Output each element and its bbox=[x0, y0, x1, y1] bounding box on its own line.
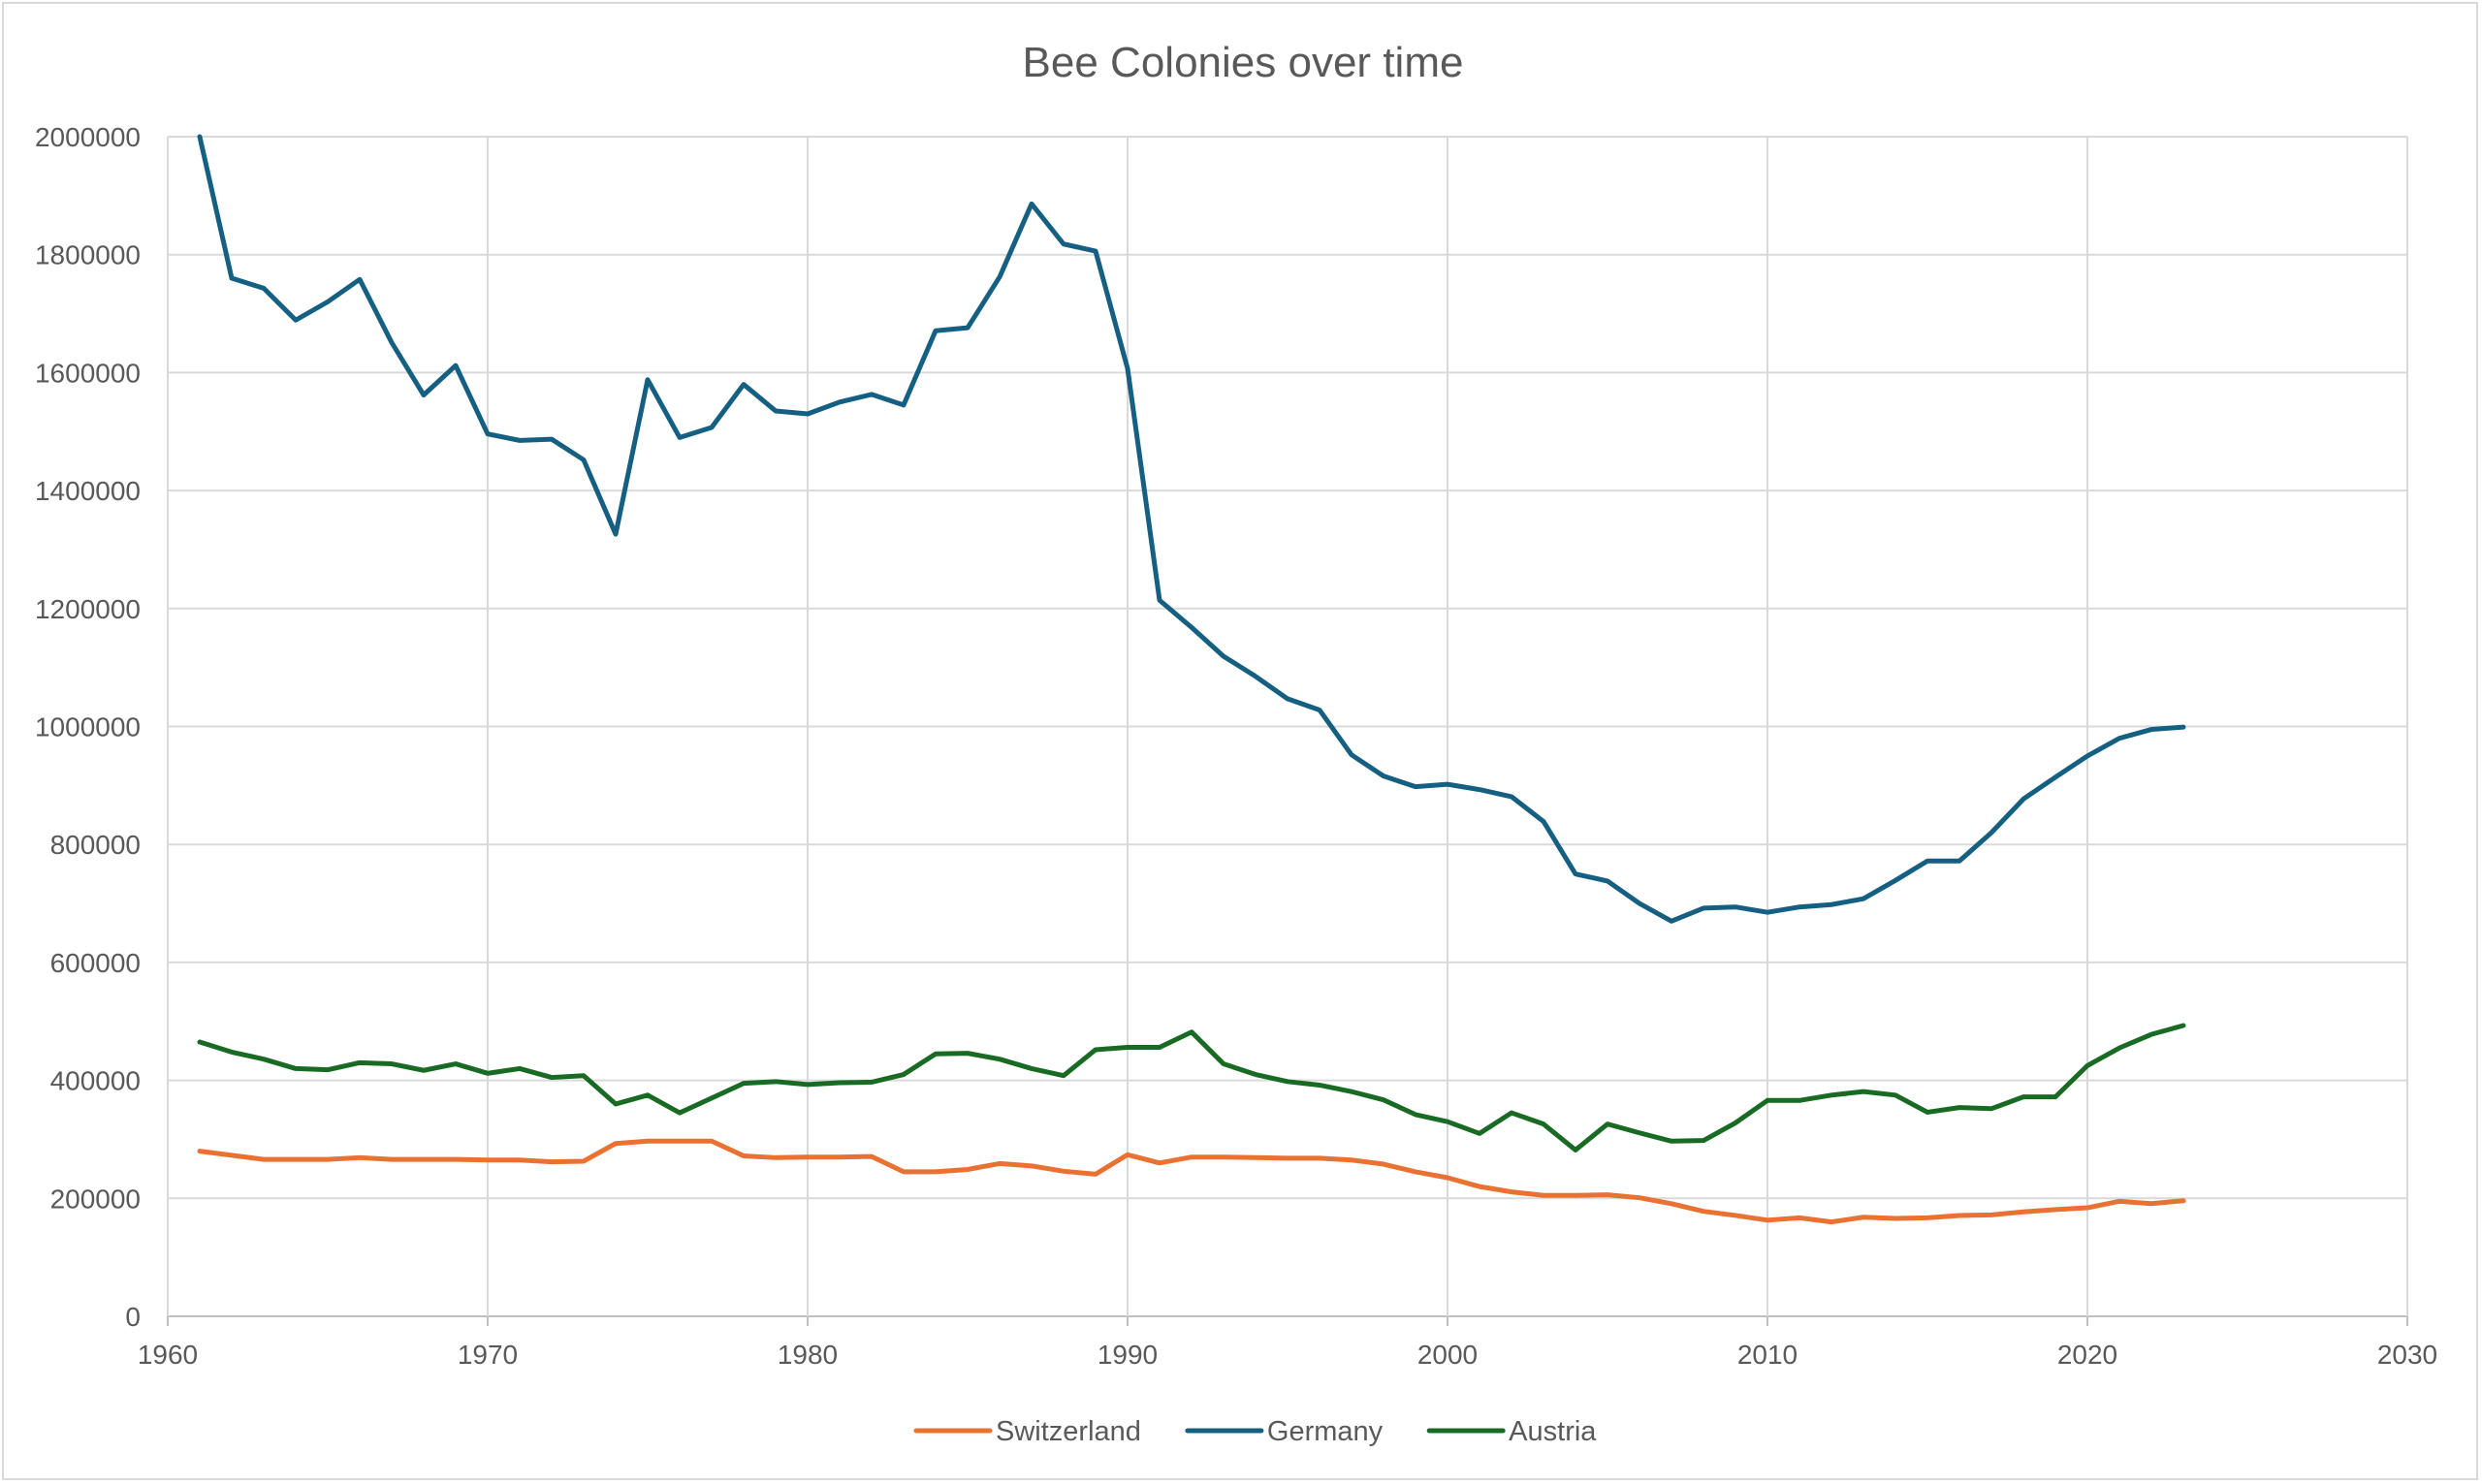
y-tick-label: 1800000 bbox=[35, 240, 141, 270]
chart-title: Bee Colonies over time bbox=[1023, 39, 1464, 86]
x-tick-label: 2020 bbox=[2057, 1340, 2117, 1370]
legend-label-austria: Austria bbox=[1509, 1416, 1597, 1447]
y-axis-tick-labels: 0 200000 400000 600000 800000 1000000 1200000 1… bbox=[35, 122, 141, 1332]
legend-label-switzerland: Switzerland bbox=[996, 1416, 1141, 1447]
y-tick-label: 2000000 bbox=[35, 122, 141, 152]
x-tick-label: 2000 bbox=[1417, 1340, 1478, 1370]
series-line-switzerland bbox=[197, 1138, 2186, 1225]
y-tick-label: 1600000 bbox=[35, 358, 141, 388]
y-tick-label: 400000 bbox=[50, 1066, 141, 1096]
y-tick-label: 200000 bbox=[50, 1184, 141, 1214]
x-tick-label: 1960 bbox=[138, 1340, 198, 1370]
series-line-austria bbox=[197, 1023, 2186, 1152]
x-tick-label: 1980 bbox=[778, 1340, 838, 1370]
legend-label-germany: Germany bbox=[1267, 1416, 1384, 1447]
y-tick-label: 600000 bbox=[50, 948, 141, 978]
y-tick-label: 1400000 bbox=[35, 476, 141, 506]
x-tick-label: 2030 bbox=[2377, 1340, 2437, 1370]
x-tick-label: 1970 bbox=[458, 1340, 518, 1370]
series-lines bbox=[197, 134, 2186, 1225]
legend: Switzerland Germany Austria bbox=[913, 1416, 1597, 1447]
x-axis-tick-labels: 1960 1970 1980 1990 2000 2010 2020 2030 bbox=[138, 1340, 2437, 1370]
y-tick-label: 800000 bbox=[50, 830, 141, 860]
line-chart: Bee Colonies over time 0 200000 400000 6000… bbox=[35, 39, 2437, 1447]
y-tick-label: 1200000 bbox=[35, 594, 141, 624]
y-tick-label: 0 bbox=[125, 1302, 141, 1332]
x-tick-label: 2010 bbox=[1737, 1340, 1798, 1370]
x-tick-label: 1990 bbox=[1098, 1340, 1158, 1370]
series-line-germany bbox=[197, 134, 2186, 924]
gridlines bbox=[167, 136, 2408, 1326]
y-tick-label: 1000000 bbox=[35, 712, 141, 742]
